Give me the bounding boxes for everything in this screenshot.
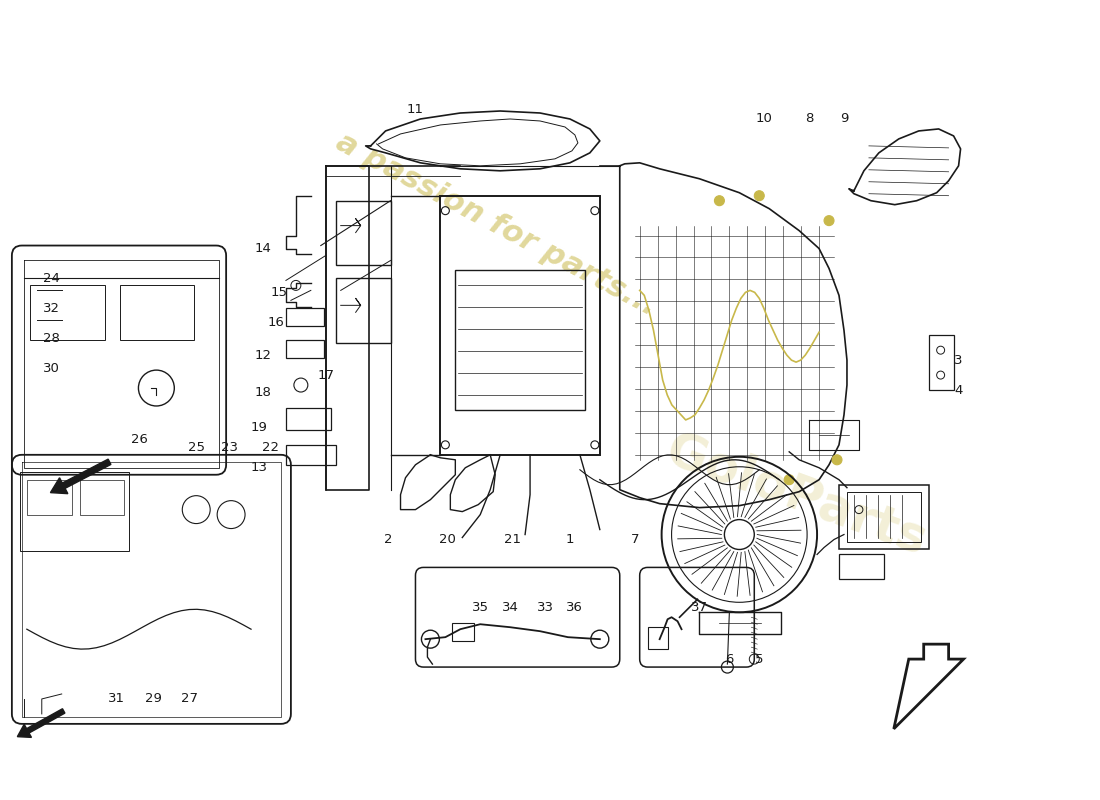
Text: 37: 37 [691,601,708,614]
Bar [455,270,585,410]
Circle shape [755,190,764,201]
Text: 20: 20 [439,533,455,546]
Text: 1: 1 [565,533,574,546]
Bar [648,627,668,649]
Text: 22: 22 [263,442,279,454]
FancyArrow shape [51,459,111,494]
Text: 28: 28 [43,332,60,345]
Bar [336,278,390,343]
Text: 2: 2 [384,533,393,546]
Text: 36: 36 [566,601,583,614]
Bar [839,554,883,579]
Text: 30: 30 [43,362,60,374]
Text: 12: 12 [254,349,272,362]
Text: 14: 14 [254,242,272,255]
Text: 33: 33 [537,601,553,614]
Polygon shape [894,644,964,729]
Bar [286,308,323,326]
Text: 31: 31 [108,693,125,706]
Text: 18: 18 [254,386,272,398]
Bar [286,340,323,358]
Text: a passion for parts...: a passion for parts... [331,127,661,322]
Bar [847,492,921,542]
Text: 27: 27 [180,693,198,706]
Circle shape [824,216,834,226]
Text: 13: 13 [251,462,267,474]
Text: 17: 17 [317,369,334,382]
Bar [928,335,954,390]
Bar [30,286,105,340]
Text: 10: 10 [756,113,772,126]
Text: 6: 6 [725,653,734,666]
Text: 23: 23 [221,442,238,454]
Bar [20,472,130,551]
Bar [79,480,124,514]
Bar [440,196,600,455]
Text: 11: 11 [407,102,424,115]
Text: 19: 19 [251,422,267,434]
Text: 7: 7 [630,533,639,546]
Text: 4: 4 [955,383,962,397]
Text: 3: 3 [955,354,962,366]
Bar [452,623,474,641]
FancyArrow shape [18,709,65,738]
Circle shape [784,474,794,485]
Text: 5: 5 [755,653,763,666]
Text: 32: 32 [43,302,60,315]
Circle shape [714,196,725,206]
Text: 25: 25 [188,442,205,454]
Bar [286,445,336,465]
Text: 21: 21 [504,533,520,546]
Circle shape [832,455,842,465]
Text: 26: 26 [131,434,147,446]
Text: 8: 8 [805,113,813,126]
Text: 29: 29 [145,693,162,706]
Bar [26,480,72,514]
Text: 9: 9 [839,113,848,126]
Text: GoloParts: GoloParts [660,426,934,565]
Bar [336,201,390,266]
Bar [286,408,331,430]
Text: 24: 24 [43,272,60,285]
Bar [839,485,928,550]
Text: 35: 35 [472,601,488,614]
Text: 16: 16 [267,316,285,329]
Bar [120,286,195,340]
Text: 34: 34 [502,601,518,614]
Text: 15: 15 [271,286,287,299]
